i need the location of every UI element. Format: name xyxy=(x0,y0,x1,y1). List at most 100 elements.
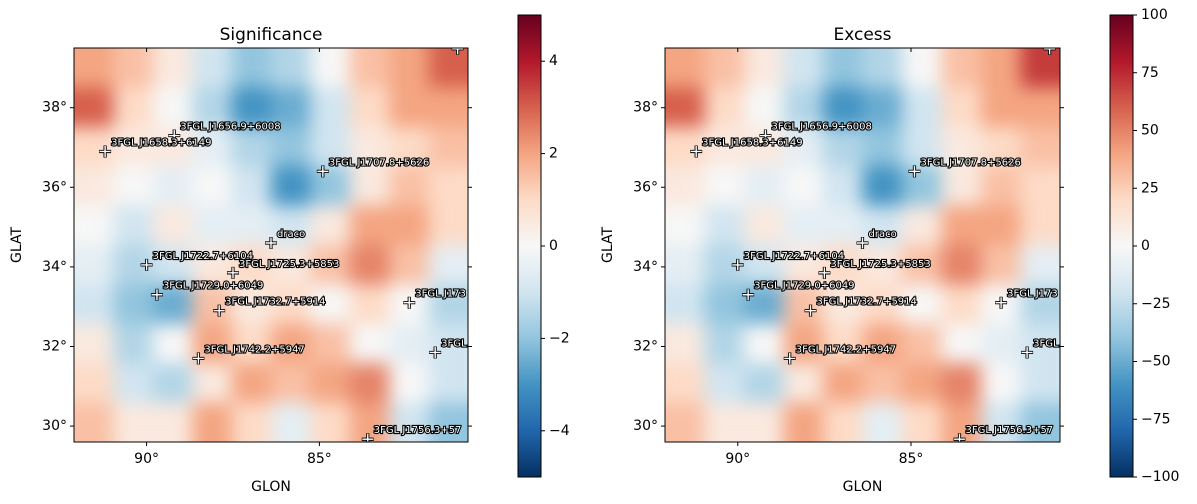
map-cell xyxy=(981,323,1021,364)
chart-title: Excess xyxy=(833,25,891,45)
map-cell xyxy=(744,284,784,325)
map-cell xyxy=(665,284,705,325)
map-cell xyxy=(271,87,311,128)
map-cell xyxy=(271,402,311,442)
colorbar-tick-label: 75 xyxy=(1141,65,1159,81)
colorbar xyxy=(1109,14,1134,478)
map-cell xyxy=(310,245,351,285)
map-cell xyxy=(941,87,982,128)
map-cell xyxy=(271,205,311,246)
source-marker-core xyxy=(317,165,329,177)
map-cell xyxy=(271,48,311,88)
colorbar-tick-label: 0 xyxy=(1141,238,1150,254)
x-tick-label: 90° xyxy=(134,451,159,467)
source-label: 3FGL J1732.7+5914 xyxy=(225,297,325,308)
map-cell xyxy=(113,363,154,404)
map-cell xyxy=(74,284,114,325)
map-cell xyxy=(783,205,824,246)
map-cells xyxy=(665,48,1060,442)
map-cell xyxy=(271,166,311,207)
map-cell xyxy=(862,402,903,442)
map-cell xyxy=(310,284,351,325)
map-cell xyxy=(823,402,863,442)
map-cell xyxy=(231,48,272,88)
map-cell xyxy=(1020,48,1060,88)
y-tick-label: 38° xyxy=(633,100,658,116)
y-tick-label: 34° xyxy=(42,259,67,275)
source-label: 3FGL J1656.9+6008 xyxy=(771,122,871,133)
map-cell xyxy=(665,48,705,88)
map-cell xyxy=(823,48,863,88)
map-cell xyxy=(113,126,154,167)
source-marker-core xyxy=(759,130,771,142)
map-cell xyxy=(823,87,863,128)
source-marker-core xyxy=(1044,48,1056,55)
source-label: 3FGL J1742.2+5947 xyxy=(796,344,896,355)
map-cell xyxy=(902,166,942,207)
source-marker-core xyxy=(429,346,441,358)
map-cell xyxy=(231,166,272,207)
map-cell xyxy=(941,245,982,285)
map-cell xyxy=(981,126,1021,167)
y-tick-label: 36° xyxy=(42,179,67,195)
source-label: 3FGL J173 xyxy=(415,289,466,300)
source-marker-core xyxy=(690,145,702,157)
map-cell xyxy=(783,87,824,128)
source-marker-core xyxy=(857,237,868,249)
map-cell xyxy=(665,166,705,207)
map-cell xyxy=(389,402,430,442)
colorbar-tick-label: −100 xyxy=(1141,469,1179,485)
map-cell xyxy=(902,48,942,88)
source-marker-core xyxy=(954,433,966,442)
map-cell xyxy=(231,205,272,246)
map-cell xyxy=(704,166,745,207)
map-cell xyxy=(902,284,942,325)
map-cell xyxy=(271,363,311,404)
map-cell xyxy=(113,323,154,364)
map-cell xyxy=(941,284,982,325)
source-marker-core xyxy=(818,267,830,279)
map-cell xyxy=(1020,126,1060,167)
map-cell xyxy=(1020,245,1060,285)
source-label: 3FGL J1729.0+6049 xyxy=(754,281,854,292)
map-cell xyxy=(704,284,745,325)
map-cell xyxy=(389,87,430,128)
map-cell xyxy=(192,205,233,246)
map-cell xyxy=(981,87,1021,128)
source-marker-core xyxy=(151,289,163,301)
map-cell xyxy=(862,205,903,246)
map-cell xyxy=(231,284,272,325)
map-cell xyxy=(192,48,233,88)
panel: 3FGL J1656.9+6008 3FGL J1658.3+6149 3FGL J… xyxy=(600,7,1179,495)
y-tick-label: 30° xyxy=(42,418,67,434)
map-cell xyxy=(941,205,982,246)
map-cell xyxy=(152,48,193,88)
map-cell xyxy=(981,48,1021,88)
map-cell xyxy=(428,166,468,207)
map-cell xyxy=(428,245,468,285)
map-cell xyxy=(902,363,942,404)
y-axis-label: GLAT xyxy=(9,227,25,263)
source-label: 3FGL J1722.7+6104 xyxy=(153,251,253,262)
map-cell xyxy=(704,363,745,404)
map-cell xyxy=(941,363,982,404)
map-cell xyxy=(428,363,468,404)
map-cell xyxy=(428,205,468,246)
colorbar-tick-label: 0 xyxy=(549,238,558,254)
map-cell xyxy=(192,284,233,325)
source-label: 3FGL xyxy=(441,338,467,349)
map-cell xyxy=(113,205,154,246)
map-cell xyxy=(941,126,982,167)
map-cell xyxy=(152,205,193,246)
map-cell xyxy=(310,323,351,364)
map-cell xyxy=(823,245,863,285)
colorbar-tick-label: −25 xyxy=(1141,296,1171,312)
map-cell xyxy=(74,402,114,442)
source-label: 3FGL J1707.8+5626 xyxy=(329,157,429,168)
map-cell xyxy=(783,126,824,167)
map-cell xyxy=(1020,205,1060,246)
map-cell xyxy=(271,284,311,325)
x-axis-label: GLON xyxy=(251,479,291,495)
map-cell xyxy=(862,323,903,364)
x-axis-label: GLON xyxy=(843,479,883,495)
